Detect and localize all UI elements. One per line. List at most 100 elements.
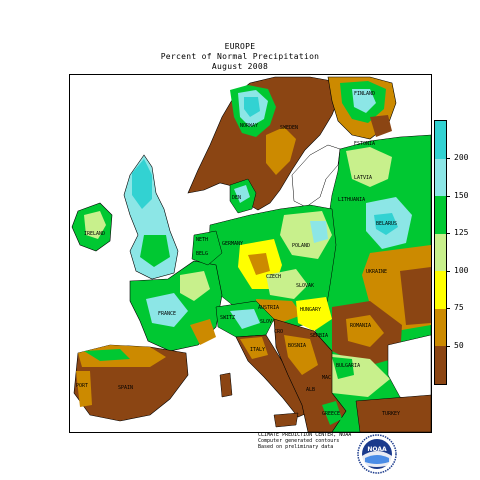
country-label-austria: AUSTRIA bbox=[258, 305, 279, 311]
country-label-croatia: CRO bbox=[274, 329, 283, 335]
legend-tick-75 bbox=[446, 308, 450, 309]
greece-wet-zone bbox=[322, 401, 342, 425]
legend-label-100: 100 bbox=[454, 266, 469, 275]
alps-wet-zone bbox=[230, 309, 260, 329]
legend-tick-100 bbox=[446, 271, 450, 272]
legend-label-125: 125 bbox=[454, 228, 469, 237]
credit-line-agency: CLIMATE PREDICTION CENTER, NOAA bbox=[258, 432, 352, 438]
romania-moderate-zone bbox=[346, 315, 384, 347]
germany-dry-zone bbox=[248, 253, 270, 275]
sicily bbox=[273, 412, 299, 428]
legend-tick-125 bbox=[446, 233, 450, 234]
ukraine-very-dry-zone bbox=[400, 267, 431, 325]
legend-label-50: 50 bbox=[454, 341, 464, 350]
country-label-finland: FINLAND bbox=[354, 91, 375, 97]
country-labels: FINLAND NORWAY SWEDEN ESTONIA LATVIA LIT… bbox=[76, 91, 400, 417]
country-label-switzerland: SWITZ bbox=[220, 315, 235, 321]
france-moderate-zone bbox=[180, 271, 210, 301]
country-label-france: FRANCE bbox=[158, 311, 176, 317]
country-label-estonia: ESTONIA bbox=[354, 141, 375, 147]
country-label-spain: SPAIN bbox=[118, 385, 133, 391]
legend-swatch-75-100 bbox=[435, 271, 446, 309]
country-label-hungary: HUNGARY bbox=[300, 307, 321, 313]
country-label-portugal: PORT bbox=[76, 383, 88, 389]
country-label-turkey: TURKEY bbox=[382, 411, 400, 417]
country-label-bosnia: BOSNIA bbox=[288, 343, 306, 349]
legend-label-150: 150 bbox=[454, 191, 469, 200]
legend-tick-150 bbox=[446, 196, 450, 197]
country-label-poland: POLAND bbox=[292, 243, 310, 249]
country-label-italy: ITALY bbox=[250, 347, 265, 353]
country-label-norway: NORWAY bbox=[240, 123, 258, 129]
legend-swatch-125-150 bbox=[435, 196, 446, 234]
country-label-greece: GREECE bbox=[322, 411, 340, 417]
country-label-belgium: BELG bbox=[196, 251, 208, 257]
country-label-netherlands: NETH bbox=[196, 237, 208, 243]
country-label-romania: ROMANIA bbox=[350, 323, 371, 329]
country-label-latvia: LATVIA bbox=[354, 175, 372, 181]
ireland-wet-zone bbox=[84, 211, 106, 239]
country-label-lithuania: LITHUANIA bbox=[338, 197, 365, 203]
finland-dry-zone bbox=[370, 115, 392, 137]
country-label-czech: CZECH bbox=[266, 274, 281, 280]
country-label-ukraine: UKRAINE bbox=[366, 269, 387, 275]
great-britain-extreme-zone bbox=[132, 159, 152, 209]
country-label-albania: ALB bbox=[306, 387, 315, 393]
balkans-region bbox=[273, 318, 347, 432]
hungary-moderate-zone bbox=[296, 297, 332, 331]
legend-swatch-100-125 bbox=[435, 234, 446, 271]
iberia-region bbox=[73, 344, 189, 422]
italy-region bbox=[215, 300, 313, 428]
country-label-slovakia: SLOVAK bbox=[296, 283, 314, 289]
eastern-europe-region bbox=[314, 134, 431, 432]
denmark-wet-zone bbox=[234, 185, 250, 203]
credit-line-method: Computer generated contours bbox=[258, 438, 340, 444]
great-britain-wet-zone bbox=[140, 235, 170, 267]
credit-line-data-note: Based on preliminary data bbox=[258, 444, 334, 450]
benelux-land bbox=[191, 230, 223, 266]
country-label-belarus: BELARUS bbox=[376, 221, 397, 227]
iberia-north-wet-zone bbox=[84, 349, 130, 361]
map-period: August 2008 bbox=[211, 62, 269, 71]
central-europe-region bbox=[207, 204, 337, 331]
balkans-moderate-zone bbox=[284, 335, 318, 375]
precipitation-map-canvas: FINLAND NORWAY SWEDEN ESTONIA LATVIA LIT… bbox=[70, 75, 431, 432]
norway-extreme-wet-zone bbox=[244, 97, 260, 117]
france-dry-zone bbox=[190, 319, 216, 345]
france-wet-zone bbox=[146, 293, 188, 327]
country-label-ireland: IRELAND bbox=[84, 231, 105, 237]
legend-swatch-50-75 bbox=[435, 309, 446, 346]
map-region-title: EUROPE bbox=[224, 42, 256, 51]
legend-label-200: 200 bbox=[454, 153, 469, 162]
italy-moderate-zone bbox=[240, 337, 268, 359]
map-subtitle: Percent of Normal Precipitation bbox=[160, 52, 320, 61]
finland-very-wet-zone bbox=[352, 89, 376, 113]
country-label-slovenia: SLOV bbox=[260, 319, 272, 325]
legend-tick-50 bbox=[446, 346, 450, 347]
czech-moderate-zone bbox=[266, 269, 308, 299]
country-label-serbia: SERBIA bbox=[310, 333, 328, 339]
baltic-sea bbox=[291, 144, 341, 208]
country-label-sweden: SWEDEN bbox=[280, 125, 298, 131]
british-isles-region bbox=[71, 154, 179, 280]
sweden-dry-zone bbox=[266, 127, 296, 175]
noaa-logo: NOAA bbox=[357, 434, 397, 474]
belarus-extreme-zone bbox=[374, 213, 398, 235]
sardinia bbox=[219, 372, 233, 398]
bulgaria-wet-zone bbox=[332, 357, 354, 379]
western-europe-region bbox=[129, 230, 223, 352]
credit-block: CLIMATE PREDICTION CENTER, NOAA Computer… bbox=[258, 432, 351, 450]
portugal-moderate-zone bbox=[76, 371, 92, 407]
legend-label-75: 75 bbox=[454, 303, 464, 312]
precipitation-legend-bar bbox=[434, 120, 447, 385]
legend-swatch-lt50 bbox=[435, 346, 446, 384]
noaa-logo-text: NOAA bbox=[367, 446, 387, 453]
legend-swatch-gt200 bbox=[435, 121, 446, 159]
country-label-denmark: DEN bbox=[232, 195, 241, 201]
map-title-block: EUROPE Percent of Normal Precipitation A… bbox=[0, 42, 480, 72]
baltics-moderate-zone bbox=[346, 147, 392, 187]
legend-tick-200 bbox=[446, 158, 450, 159]
country-label-bulgaria: BULGARIA bbox=[336, 363, 360, 369]
precipitation-map: FINLAND NORWAY SWEDEN ESTONIA LATVIA LIT… bbox=[69, 74, 432, 433]
poland-wet-zone bbox=[310, 221, 328, 243]
